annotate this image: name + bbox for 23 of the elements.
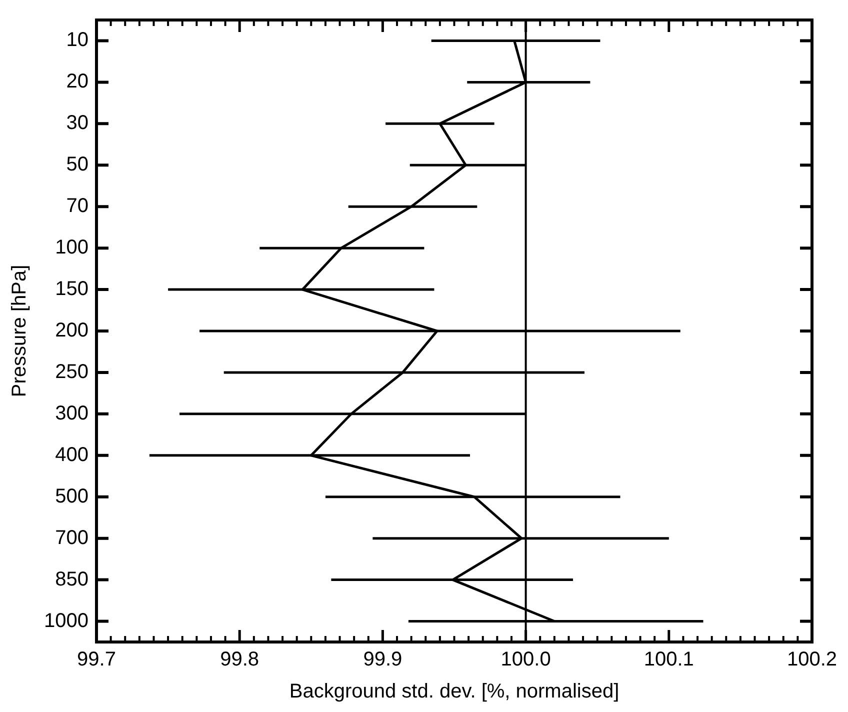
y-tick-label: 850 <box>55 568 88 590</box>
y-tick-label: 1000 <box>44 610 88 632</box>
y-tick-label: 500 <box>55 485 88 508</box>
y-tick-label: 400 <box>55 444 88 466</box>
y-tick-label: 200 <box>55 320 88 342</box>
x-tick-label: 99.9 <box>363 648 402 671</box>
y-tick-label: 20 <box>66 70 88 93</box>
x-tick-label: 100.0 <box>500 648 551 671</box>
x-tick-label: 99.7 <box>77 648 116 671</box>
y-axis-title: Pressure [hPa] <box>8 264 31 398</box>
y-tick-label: 250 <box>55 360 88 383</box>
x-tick-label: 100.1 <box>644 648 694 671</box>
y-tick-label: 70 <box>66 195 88 218</box>
y-tick-label: 700 <box>55 526 88 549</box>
y-tick-label: 300 <box>55 402 88 424</box>
y-tick-label: 30 <box>66 112 88 134</box>
y-tick-label: 100 <box>55 236 88 259</box>
y-tick-label: 150 <box>55 278 88 300</box>
x-axis-title: Background std. dev. [%, normalised] <box>289 680 620 703</box>
y-tick-label: 50 <box>66 154 88 176</box>
y-tick-label: 10 <box>66 29 88 52</box>
x-tick-label: 100.2 <box>786 648 838 671</box>
x-tick-label: 99.8 <box>220 648 260 671</box>
